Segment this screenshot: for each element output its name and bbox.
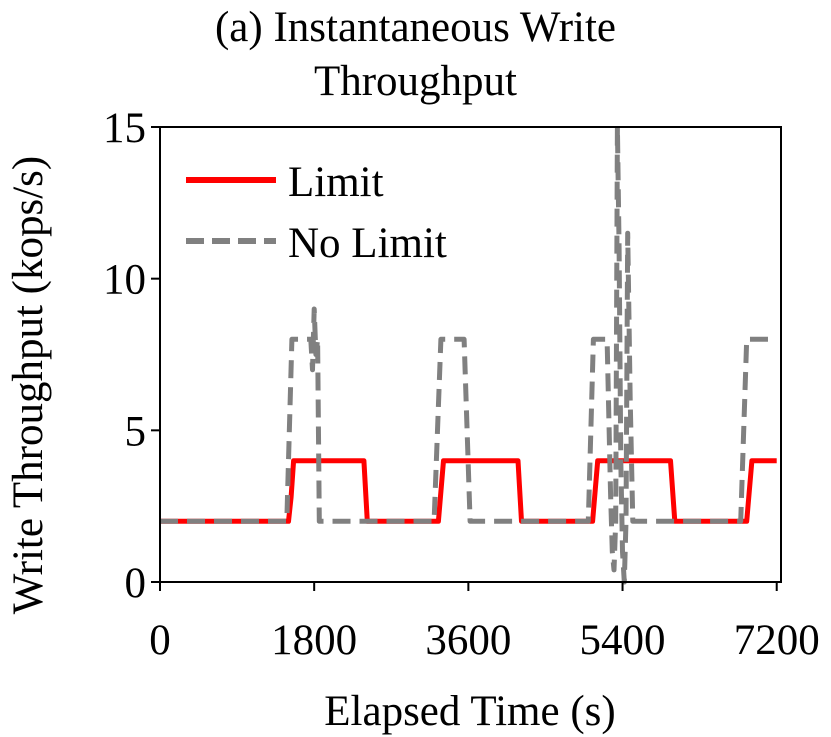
series-line-no-limit — [160, 124, 777, 585]
y-axis: 0 5 10 15 — [103, 105, 160, 607]
x-tick-label: 7200 — [734, 617, 820, 664]
y-tick-label: 10 — [103, 257, 146, 304]
plot-frame — [159, 126, 782, 583]
y-axis-label: Write Throughput (kops/s) — [5, 156, 52, 614]
chart-title-line-1: (a) Instantaneous Write — [214, 4, 617, 51]
legend: Limit No Limit — [186, 159, 447, 267]
x-tick-label: 5400 — [580, 617, 666, 664]
legend-label-limit: Limit — [288, 159, 384, 206]
x-tick-label: 3600 — [425, 617, 511, 664]
y-tick-label: 15 — [103, 105, 146, 152]
y-tick-label: 5 — [125, 408, 147, 455]
y-tick-label: 0 — [125, 560, 147, 607]
x-tick-label: 0 — [149, 617, 171, 664]
x-tick-label: 1800 — [271, 617, 357, 664]
legend-label-no-limit: No Limit — [288, 220, 447, 267]
plot-lines — [160, 124, 777, 585]
x-axis: 0 1800 3600 5400 7200 — [149, 582, 820, 664]
x-axis-label: Elapsed Time (s) — [324, 688, 615, 735]
chart-title-line-2: Throughput — [313, 58, 518, 105]
